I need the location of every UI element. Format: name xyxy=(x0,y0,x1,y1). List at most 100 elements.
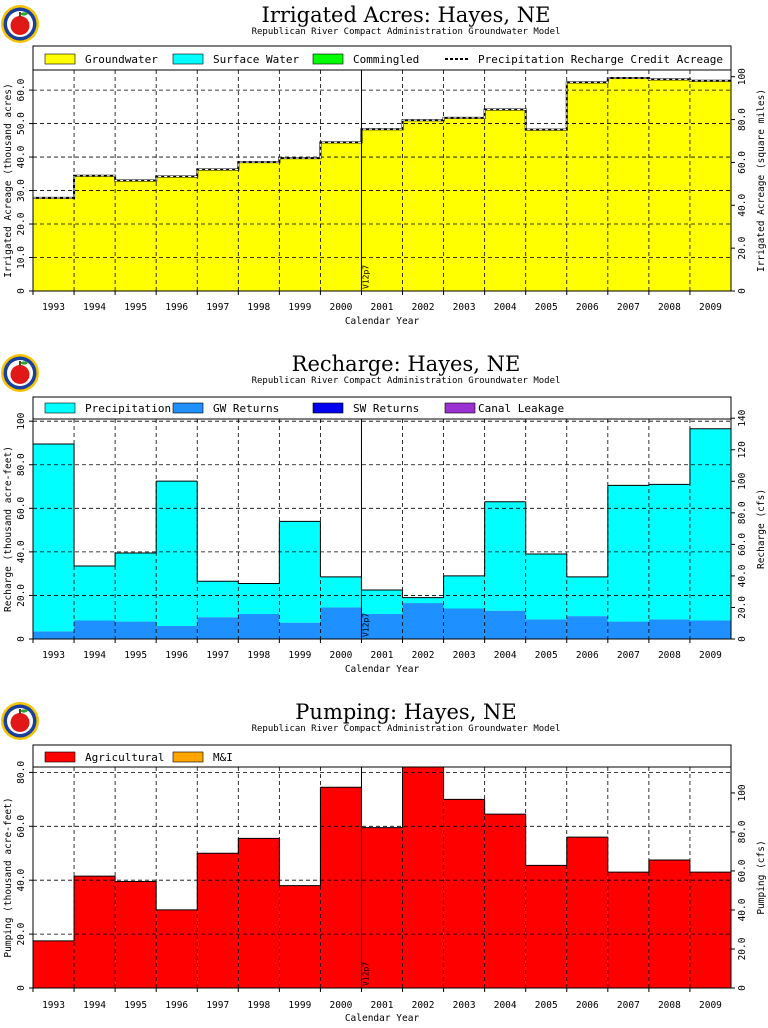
y2-tick-label: 20.0 xyxy=(737,596,748,619)
y-tick-label: 40.0 xyxy=(16,868,27,891)
bar-precipitation-2006 xyxy=(566,576,608,617)
logo-stem xyxy=(19,361,21,366)
x-tick-label: 1998 xyxy=(247,302,270,313)
y2-tick-label: 100 xyxy=(737,784,748,801)
bar-agricultural-1994 xyxy=(74,876,116,988)
y2-tick-label: 0 xyxy=(737,985,748,991)
logo-leaf xyxy=(20,12,28,16)
y2-tick-label: 80.0 xyxy=(737,501,748,524)
y-tick-label: 10.0 xyxy=(16,246,27,269)
y-tick-label: 40.0 xyxy=(16,540,27,563)
y-axis-label: Recharge (thousand acre-feet) xyxy=(3,446,14,612)
y-tick-label: 20.0 xyxy=(16,922,27,945)
bar-agricultural-1995 xyxy=(115,881,157,988)
x-tick-label: 2008 xyxy=(658,650,681,661)
x-tick-label: 1996 xyxy=(165,302,188,313)
logo-stem xyxy=(19,12,21,17)
bar-precipitation-2000 xyxy=(320,576,362,608)
x-tick-label: 1994 xyxy=(83,1000,106,1011)
x-tick-label: 2007 xyxy=(617,650,640,661)
y2-tick-label: 140 xyxy=(737,409,748,426)
bar-2002 xyxy=(402,120,444,292)
y-tick-label: 20.0 xyxy=(16,584,27,607)
bar-gw_returns-1996 xyxy=(156,625,198,639)
y-axis-label: Irrigated Acreage (thousand acres) xyxy=(3,83,14,277)
bar-gw_returns-2005 xyxy=(525,619,567,639)
chart-title: Pumping: Hayes, NE xyxy=(295,700,516,724)
bar-agricultural-2004 xyxy=(484,814,526,988)
bar-2005 xyxy=(525,129,567,291)
x-tick-label: 1994 xyxy=(83,302,106,313)
bar-2004 xyxy=(484,109,526,292)
bar-gw_returns-2001 xyxy=(361,613,403,639)
chart-subtitle: Republican River Compact Administration … xyxy=(252,376,561,386)
x-tick-label: 2006 xyxy=(576,1000,599,1011)
x-axis-label: Calendar Year xyxy=(345,664,420,675)
logo-leaf xyxy=(20,709,28,713)
bar-2008 xyxy=(648,79,690,291)
x-tick-label: 1995 xyxy=(124,1000,147,1011)
bar-precipitation-2002 xyxy=(402,597,444,604)
bar-precipitation-1997 xyxy=(197,581,239,618)
y-tick-label: 0 xyxy=(16,288,27,294)
bar-gw_returns-1997 xyxy=(197,617,239,639)
x-tick-label: 2005 xyxy=(535,650,558,661)
bar-1995 xyxy=(115,180,157,291)
bar-agricultural-2006 xyxy=(566,837,608,988)
x-tick-label: 2000 xyxy=(329,1000,352,1011)
x-tick-label: 2000 xyxy=(329,650,352,661)
bar-gw_returns-1993 xyxy=(33,631,75,639)
legend-swatch xyxy=(444,402,476,414)
x-tick-label: 1997 xyxy=(206,650,229,661)
bar-precipitation-1996 xyxy=(156,481,198,626)
bar-agricultural-1996 xyxy=(156,909,198,988)
y2-tick-label: 80.0 xyxy=(737,108,748,131)
bar-precipitation-1998 xyxy=(238,583,280,614)
legend-swatch xyxy=(172,402,204,414)
x-tick-label: 2001 xyxy=(371,302,394,313)
legend-swatch xyxy=(44,751,76,763)
bar-precipitation-2003 xyxy=(443,575,485,609)
x-tick-label: 2004 xyxy=(494,302,517,313)
x-axis-label: Calendar Year xyxy=(345,1013,420,1024)
bar-2000 xyxy=(320,142,362,291)
y2-axis-label: Pumping (cfs) xyxy=(756,840,767,914)
x-tick-label: 1993 xyxy=(42,1000,65,1011)
bar-agricultural-2003 xyxy=(443,799,485,988)
bar-1996 xyxy=(156,176,198,291)
legend-swatch xyxy=(44,402,76,414)
bar-precipitation-2001 xyxy=(361,589,403,614)
x-tick-label: 1993 xyxy=(42,650,65,661)
y-tick-label: 40.0 xyxy=(16,145,27,168)
bar-agricultural-1993 xyxy=(33,940,75,988)
apple-logo-icon xyxy=(1,5,39,43)
bar-agricultural-2002 xyxy=(402,767,444,988)
x-tick-label: 2003 xyxy=(453,1000,476,1011)
plot-frame xyxy=(32,766,732,989)
y-tick-label: 100 xyxy=(16,412,27,429)
x-tick-label: 1998 xyxy=(247,1000,270,1011)
bar-gw_returns-2007 xyxy=(607,621,649,639)
bar-precipitation-1993 xyxy=(33,444,75,632)
chart-title: Recharge: Hayes, NE xyxy=(292,352,521,376)
logo-apple xyxy=(10,365,30,384)
y-tick-label: 80.0 xyxy=(16,453,27,476)
legend-label: M&I xyxy=(213,751,233,764)
bar-1994 xyxy=(74,175,116,291)
logo-stem xyxy=(19,709,21,714)
y2-tick-label: 80.0 xyxy=(737,820,748,843)
legend-label: GW Returns xyxy=(213,402,279,415)
plot-frame xyxy=(32,69,732,292)
x-tick-label: 2004 xyxy=(494,650,517,661)
plot-frame xyxy=(32,418,732,640)
bar-gw_returns-2002 xyxy=(402,603,444,639)
x-tick-label: 1996 xyxy=(165,650,188,661)
legend-box xyxy=(32,45,732,71)
x-tick-label: 1994 xyxy=(83,650,106,661)
bar-agricultural-2009 xyxy=(689,872,731,988)
x-tick-label: 2009 xyxy=(699,650,722,661)
bar-gw_returns-2003 xyxy=(443,608,485,639)
y-tick-label: 60.0 xyxy=(16,815,27,838)
bar-gw_returns-2009 xyxy=(689,620,731,639)
